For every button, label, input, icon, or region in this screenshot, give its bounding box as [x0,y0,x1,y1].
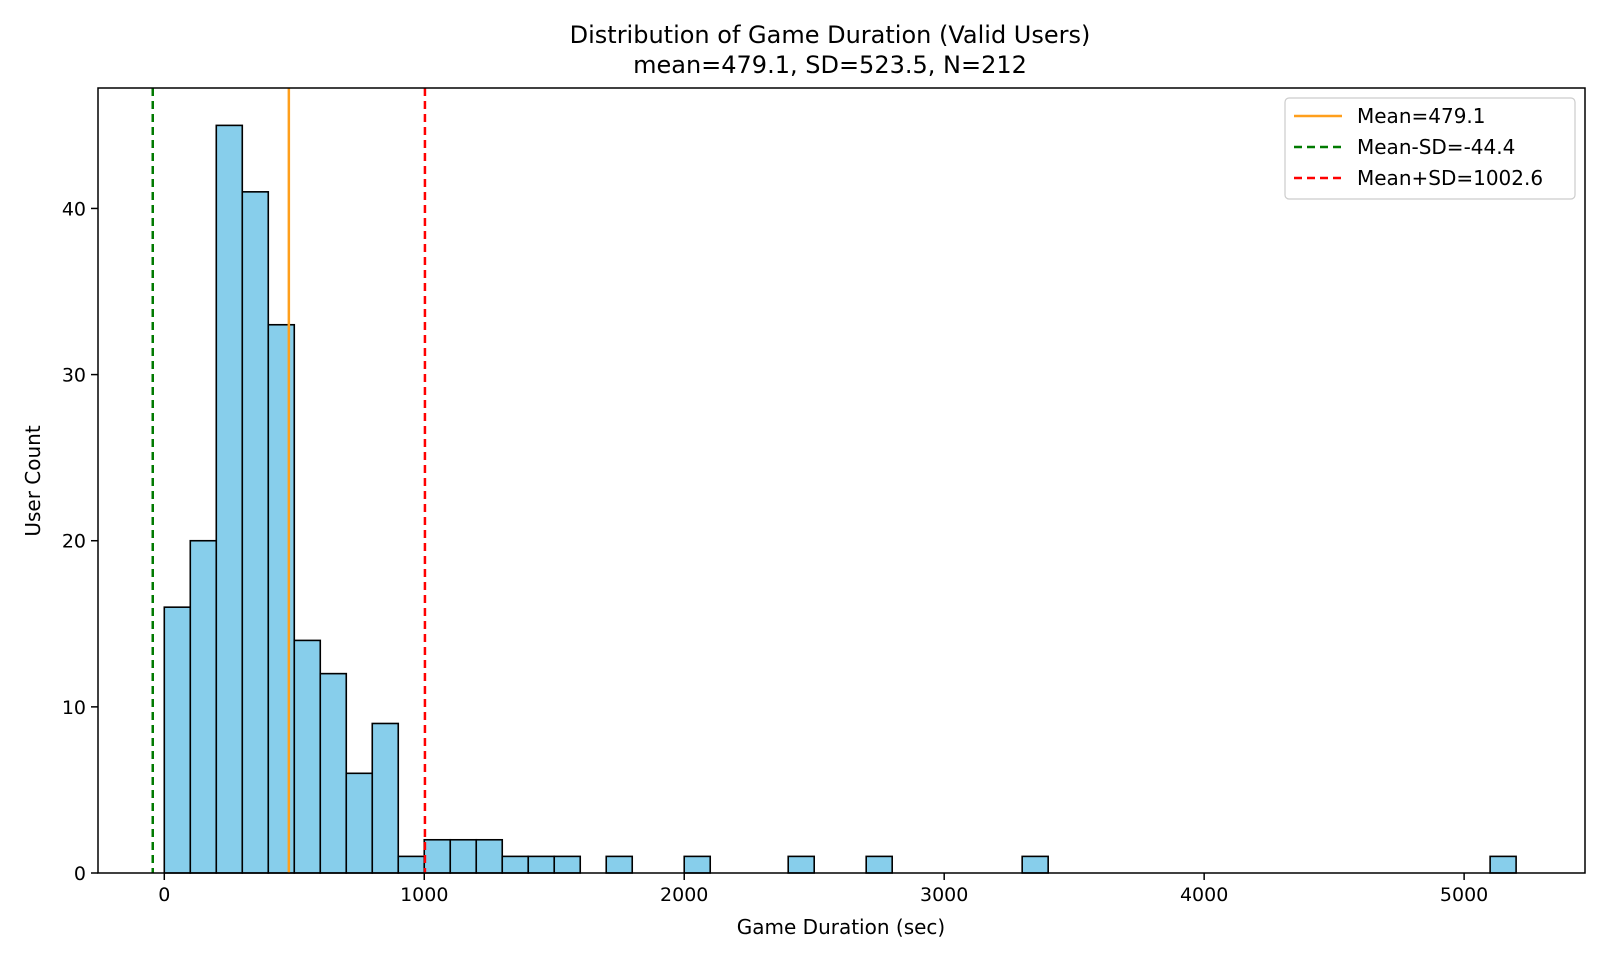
histogram-bar [267,323,296,874]
histogram-bar [215,124,244,874]
histogram-bar [397,855,426,874]
histogram-bar [1021,855,1049,874]
histogram-bar [787,855,816,874]
y-tick-label: 40 [62,198,86,220]
histogram-bar [293,639,322,874]
histogram-bar [527,855,556,874]
y-axis-ticks: 0 10 20 30 40 [62,198,98,885]
histogram-bar [423,838,452,874]
y-tick-label: 20 [62,531,86,553]
x-tick-label: 5000 [1440,884,1488,906]
x-axis-label: Game Duration (sec) [737,915,945,939]
reference-lines [151,88,427,873]
chart-subtitle: mean=479.1, SD=523.5, N=212 [633,51,1027,79]
histogram-bar [345,772,374,874]
histogram-bar [605,855,634,874]
x-axis-ticks: 0 1000 2000 3000 4000 5000 [158,873,1488,906]
histogram-bar [1489,855,1517,874]
histogram-bar [189,539,218,874]
y-axis-label: User Count [21,425,45,536]
histogram-bar [241,191,270,874]
histogram-bar [865,855,893,874]
histogram-bar [371,722,400,874]
x-tick-label: 0 [158,884,170,906]
histogram-bars [163,124,1517,874]
plot-frame [97,87,1586,874]
histogram-bar [163,606,192,874]
y-tick-label: 10 [62,697,86,719]
x-tick-label: 3000 [920,884,968,906]
histogram-bar [683,855,712,874]
histogram-bar [553,855,582,874]
legend-label: Mean-SD=-44.4 [1357,135,1515,159]
y-tick-label: 0 [74,863,86,885]
chart-title: Distribution of Game Duration (Valid Use… [570,21,1091,49]
legend: Mean=479.1 Mean-SD=-44.4 Mean+SD=1002.6 [1284,97,1576,200]
histogram-bar [319,672,348,874]
x-tick-label: 1000 [400,884,448,906]
legend-box [1284,97,1576,200]
x-tick-label: 4000 [1180,884,1228,906]
histogram-bar [449,838,478,874]
histogram-bar [475,838,504,874]
y-tick-label: 30 [62,365,86,387]
histogram-bar [501,855,530,874]
legend-label: Mean+SD=1002.6 [1357,166,1543,190]
legend-label: Mean=479.1 [1357,104,1486,128]
x-tick-label: 2000 [660,884,708,906]
